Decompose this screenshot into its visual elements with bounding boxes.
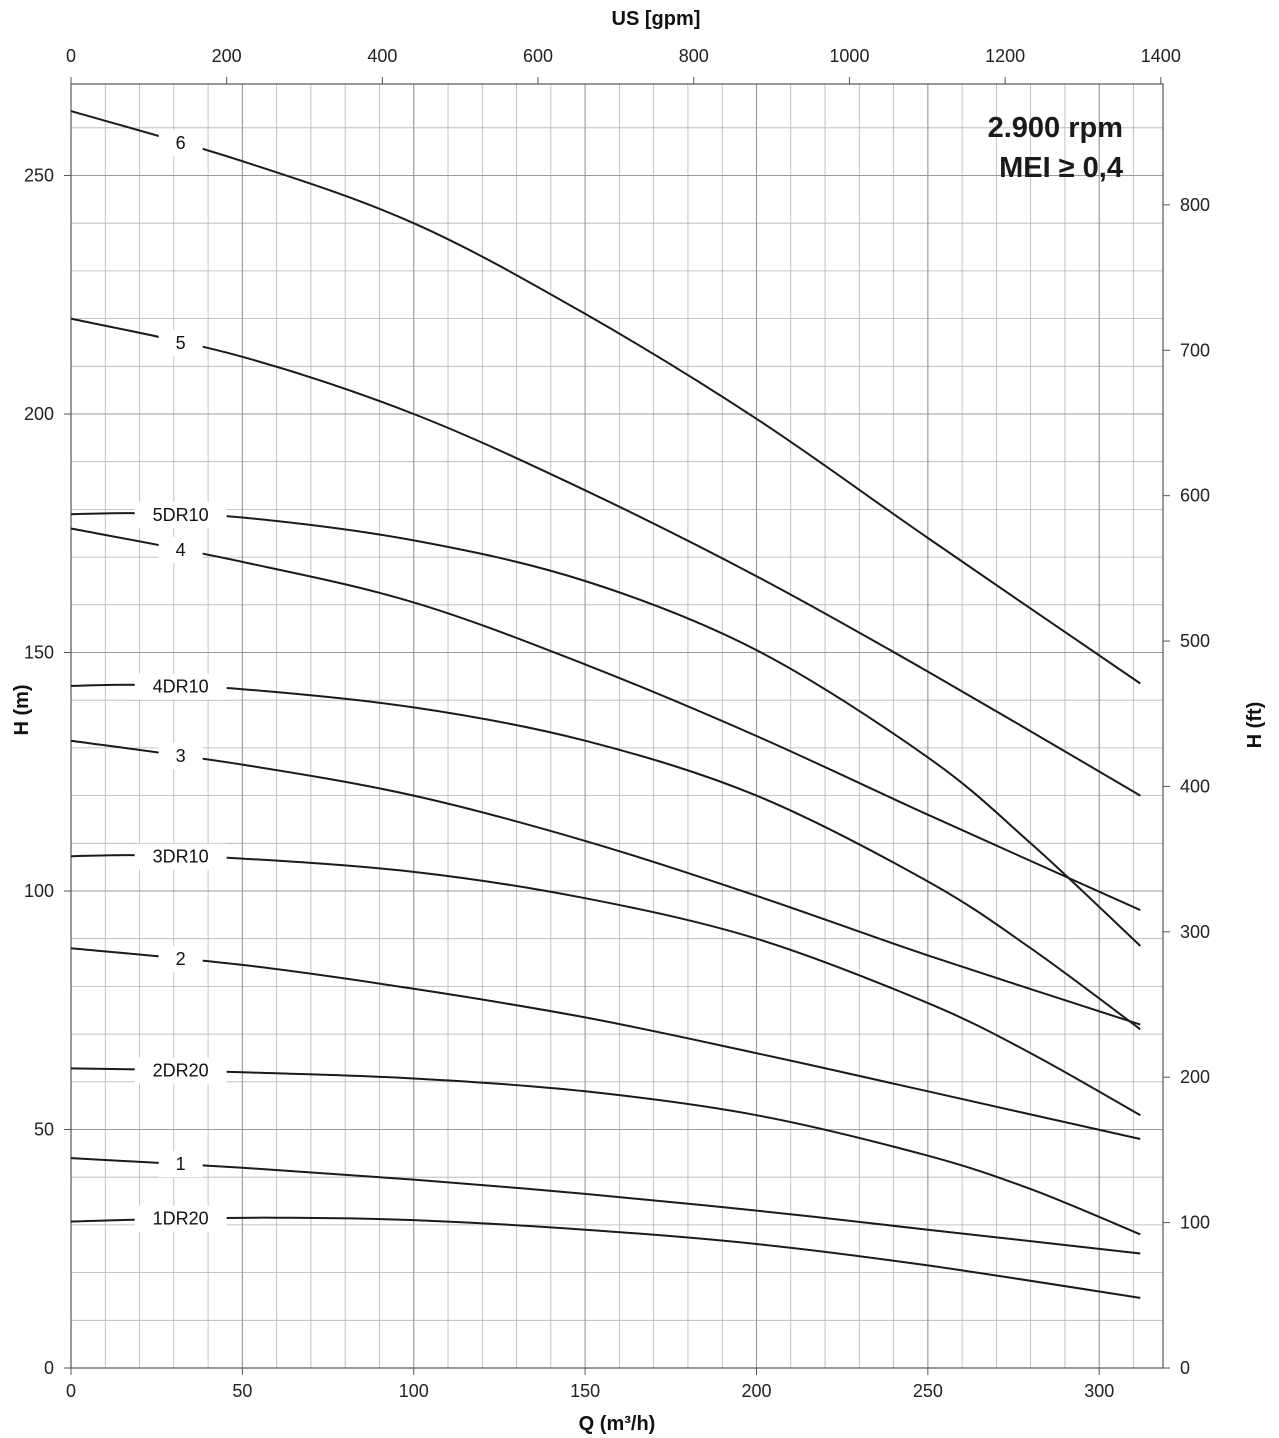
curve-labels: 6 5 5DR10 4 4DR10 3 3DR10 2 2DR20 1 1DR20 — [134, 130, 227, 1232]
curve-label-bg — [158, 1151, 203, 1178]
curve-1DR20 — [70, 1216, 1141, 1299]
y2-tick-label: 300 — [1180, 922, 1210, 942]
y2-tick-label: 500 — [1180, 631, 1210, 651]
y-tick-label: 50 — [34, 1120, 54, 1140]
pump-curves — [70, 110, 1141, 1299]
curve-label-bg — [134, 501, 227, 528]
curve-label-1DR20: 1DR20 — [153, 1209, 209, 1229]
y-tick-label: 0 — [44, 1358, 54, 1378]
x2-tick-label: 800 — [679, 46, 709, 66]
mei-annotation: MEI ≥ 0,4 — [999, 152, 1123, 184]
curve-label-bg — [158, 945, 203, 972]
curve-4 — [70, 527, 1141, 912]
curve-label-bg — [134, 673, 227, 700]
curve-label-bg — [134, 843, 227, 870]
curve-label-4: 4 — [176, 540, 186, 560]
curve-label-bg — [158, 130, 203, 157]
curve-1 — [70, 1157, 1141, 1255]
y2-tick-label: 200 — [1180, 1067, 1210, 1087]
curve-label-bg — [158, 743, 203, 770]
y2-tick-label: 600 — [1180, 486, 1210, 506]
y2-tick-label: 100 — [1180, 1213, 1210, 1233]
curve-label-bg — [158, 330, 203, 357]
curve-label-2DR20: 2DR20 — [153, 1061, 209, 1081]
curve-label-3: 3 — [176, 746, 186, 766]
curve-3DR10 — [70, 854, 1141, 1117]
x2-tick-label: 400 — [367, 46, 397, 66]
x-axis-title: Q (m³/h) — [579, 1413, 656, 1435]
curve-label-5DR10: 5DR10 — [153, 505, 209, 525]
y2-tick-label: 0 — [1180, 1358, 1190, 1378]
x2-tick-label: 1400 — [1141, 46, 1181, 66]
x-tick-label: 100 — [399, 1381, 429, 1401]
x-tick-label: 250 — [913, 1381, 943, 1401]
y2-tick-label: 400 — [1180, 776, 1210, 796]
curve-label-bg — [158, 536, 203, 563]
curve-5DR10 — [70, 512, 1141, 947]
x-tick-label: 300 — [1084, 1381, 1114, 1401]
curve-2 — [70, 947, 1141, 1140]
curve-label-3DR10: 3DR10 — [153, 847, 209, 867]
curve-2DR20 — [70, 1067, 1141, 1236]
y-tick-label: 200 — [24, 404, 54, 424]
y-tick-label: 100 — [24, 881, 54, 901]
curve-5 — [70, 317, 1141, 797]
x2-tick-label: 0 — [66, 46, 76, 66]
x2-tick-label: 1000 — [829, 46, 869, 66]
y-axis-title: H (m) — [11, 684, 33, 735]
speed-annotation: 2.900 rpm — [988, 112, 1123, 144]
curve-label-1: 1 — [176, 1154, 186, 1174]
curve-label-6: 6 — [176, 133, 186, 153]
curve-label-bg — [134, 1057, 227, 1084]
y2-tick-label: 800 — [1180, 195, 1210, 215]
x-tick-label: 50 — [232, 1381, 252, 1401]
y-tick-label: 150 — [24, 643, 54, 663]
curve-6 — [70, 110, 1141, 685]
minor-grid — [71, 84, 1163, 1368]
x-tick-label: 200 — [741, 1381, 771, 1401]
curve-label-5: 5 — [176, 333, 186, 353]
x2-axis-title: US [gpm] — [612, 8, 701, 30]
x-tick-label: 150 — [570, 1381, 600, 1401]
x2-tick-label: 200 — [212, 46, 242, 66]
y2-axis-title: H (ft) — [1244, 702, 1266, 749]
curve-label-bg — [134, 1205, 227, 1232]
curve-label-4DR10: 4DR10 — [153, 677, 209, 697]
major-grid — [71, 84, 1163, 1368]
curve-3 — [70, 739, 1141, 1026]
plot-frame — [70, 83, 1164, 1369]
x2-tick-label: 600 — [523, 46, 553, 66]
y-tick-label: 250 — [24, 166, 54, 186]
x-tick-label: 0 — [66, 1381, 76, 1401]
curve-label-2: 2 — [176, 949, 186, 969]
x2-tick-label: 1200 — [985, 46, 1025, 66]
y2-tick-label: 700 — [1180, 340, 1210, 360]
